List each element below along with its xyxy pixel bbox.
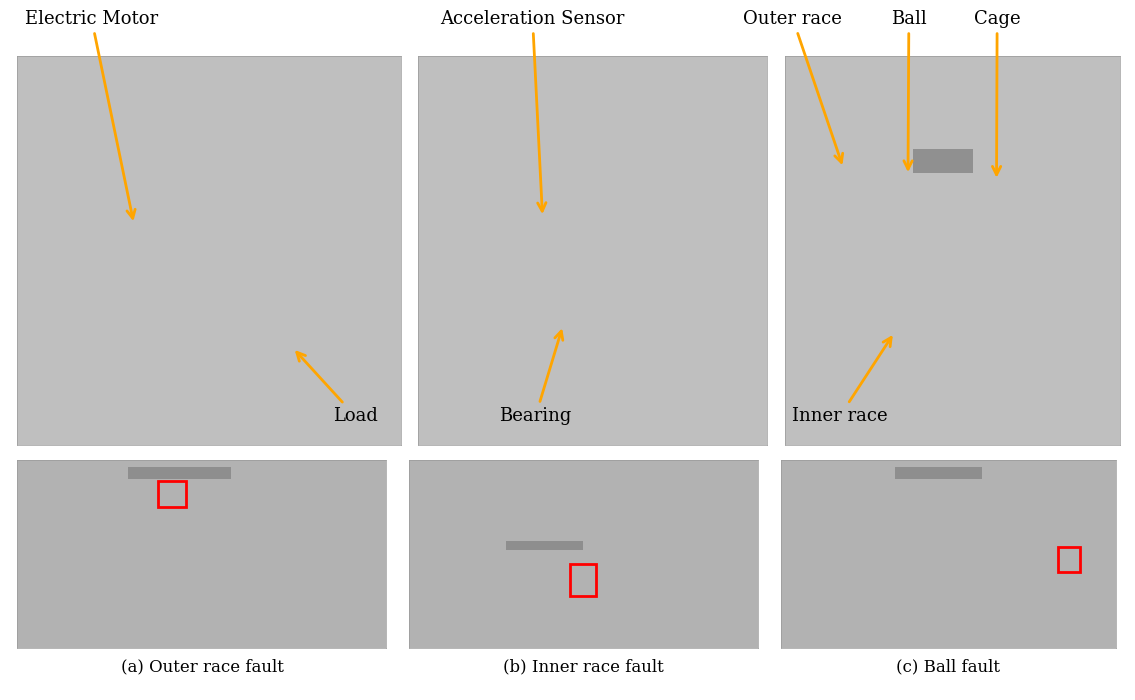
- Text: Electric Motor: Electric Motor: [25, 10, 158, 218]
- Bar: [506, 540, 583, 550]
- Bar: [158, 480, 186, 507]
- Bar: [570, 564, 597, 596]
- Text: (a) Outer race fault: (a) Outer race fault: [120, 658, 284, 675]
- Text: Load: Load: [297, 352, 378, 425]
- Text: Inner race: Inner race: [792, 337, 891, 425]
- Bar: [1058, 547, 1079, 571]
- Text: (c) Ball fault: (c) Ball fault: [896, 658, 1000, 675]
- Text: Bearing: Bearing: [499, 331, 572, 425]
- Bar: [913, 149, 973, 172]
- Bar: [894, 468, 982, 479]
- Text: Cage: Cage: [974, 10, 1020, 175]
- Bar: [127, 468, 232, 479]
- Text: Acceleration Sensor: Acceleration Sensor: [440, 10, 624, 211]
- Text: Outer race: Outer race: [743, 10, 842, 162]
- Text: Ball: Ball: [891, 10, 926, 169]
- Text: (b) Inner race fault: (b) Inner race fault: [503, 658, 664, 675]
